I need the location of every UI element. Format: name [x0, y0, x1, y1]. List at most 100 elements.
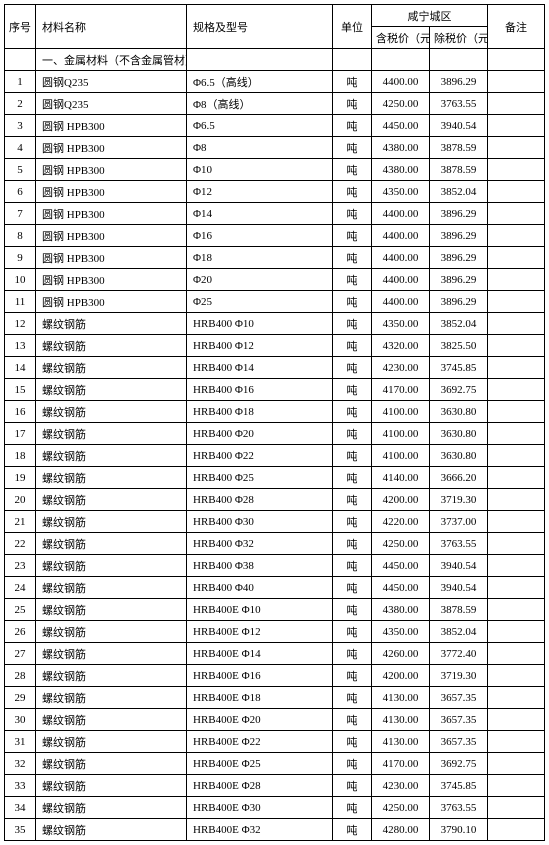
cell-name: 圆钢 HPB300: [36, 247, 187, 269]
cell-price-tax: 4220.00: [372, 511, 430, 533]
cell-price-notax: 3719.30: [430, 489, 488, 511]
table-row: 27螺纹钢筋HRB400E Φ14吨4260.003772.40: [5, 643, 545, 665]
cell-spec: HRB400 Φ16: [187, 379, 333, 401]
table-row: 25螺纹钢筋HRB400E Φ10吨4380.003878.59: [5, 599, 545, 621]
cell-price-notax: 3940.54: [430, 555, 488, 577]
hdr-spec: 规格及型号: [187, 5, 333, 49]
cell-name: 螺纹钢筋: [36, 643, 187, 665]
hdr-unit: 单位: [333, 5, 372, 49]
cell-remark: [488, 203, 545, 225]
cell-price-notax: 3896.29: [430, 247, 488, 269]
cell-unit: 吨: [333, 819, 372, 841]
cell-idx: 25: [5, 599, 36, 621]
cell-price-notax: 3763.55: [430, 533, 488, 555]
table-row: 18螺纹钢筋HRB400 Φ22吨4100.003630.80: [5, 445, 545, 467]
cell-idx: 24: [5, 577, 36, 599]
cell-spec: HRB400E Φ12: [187, 621, 333, 643]
cell-remark: [488, 731, 545, 753]
cell-remark: [488, 291, 545, 313]
cell-idx: 26: [5, 621, 36, 643]
cell-unit: 吨: [333, 709, 372, 731]
cell-name: 螺纹钢筋: [36, 797, 187, 819]
section-row: 一、金属材料（不含金属管材）: [5, 49, 545, 71]
cell-spec: HRB400E Φ10: [187, 599, 333, 621]
cell-spec: HRB400 Φ28: [187, 489, 333, 511]
section-idx: [5, 49, 36, 71]
cell-price-tax: 4250.00: [372, 93, 430, 115]
table-row: 23螺纹钢筋HRB400 Φ38吨4450.003940.54: [5, 555, 545, 577]
cell-remark: [488, 445, 545, 467]
cell-remark: [488, 93, 545, 115]
table-row: 10圆钢 HPB300Φ20吨4400.003896.29: [5, 269, 545, 291]
cell-remark: [488, 533, 545, 555]
cell-price-notax: 3666.20: [430, 467, 488, 489]
cell-idx: 27: [5, 643, 36, 665]
cell-unit: 吨: [333, 511, 372, 533]
cell-remark: [488, 247, 545, 269]
table-row: 17螺纹钢筋HRB400 Φ20吨4100.003630.80: [5, 423, 545, 445]
cell-remark: [488, 775, 545, 797]
table-row: 1圆钢Q235Φ6.5（高线）吨4400.003896.29: [5, 71, 545, 93]
cell-name: 螺纹钢筋: [36, 467, 187, 489]
cell-name: 螺纹钢筋: [36, 555, 187, 577]
cell-name: 螺纹钢筋: [36, 489, 187, 511]
cell-name: 圆钢Q235: [36, 71, 187, 93]
cell-spec: Φ8（高线）: [187, 93, 333, 115]
cell-price-notax: 3763.55: [430, 797, 488, 819]
table-row: 13螺纹钢筋HRB400 Φ12吨4320.003825.50: [5, 335, 545, 357]
cell-unit: 吨: [333, 291, 372, 313]
cell-remark: [488, 709, 545, 731]
cell-unit: 吨: [333, 269, 372, 291]
cell-spec: Φ12: [187, 181, 333, 203]
cell-price-tax: 4130.00: [372, 731, 430, 753]
cell-idx: 14: [5, 357, 36, 379]
cell-idx: 8: [5, 225, 36, 247]
cell-price-tax: 4450.00: [372, 577, 430, 599]
cell-remark: [488, 115, 545, 137]
cell-name: 螺纹钢筋: [36, 335, 187, 357]
cell-remark: [488, 335, 545, 357]
table-row: 20螺纹钢筋HRB400 Φ28吨4200.003719.30: [5, 489, 545, 511]
cell-spec: HRB400E Φ16: [187, 665, 333, 687]
cell-price-tax: 4230.00: [372, 357, 430, 379]
cell-unit: 吨: [333, 115, 372, 137]
table-row: 16螺纹钢筋HRB400 Φ18吨4100.003630.80: [5, 401, 545, 423]
cell-price-tax: 4130.00: [372, 687, 430, 709]
hdr-remark: 备注: [488, 5, 545, 49]
cell-unit: 吨: [333, 467, 372, 489]
cell-name: 圆钢 HPB300: [36, 269, 187, 291]
cell-name: 圆钢 HPB300: [36, 181, 187, 203]
cell-price-notax: 3896.29: [430, 225, 488, 247]
cell-name: 螺纹钢筋: [36, 313, 187, 335]
section-spec: [187, 49, 333, 71]
cell-price-tax: 4400.00: [372, 269, 430, 291]
cell-price-tax: 4200.00: [372, 665, 430, 687]
cell-idx: 2: [5, 93, 36, 115]
cell-price-notax: 3692.75: [430, 753, 488, 775]
cell-price-tax: 4200.00: [372, 489, 430, 511]
cell-price-tax: 4380.00: [372, 137, 430, 159]
cell-idx: 11: [5, 291, 36, 313]
cell-name: 圆钢 HPB300: [36, 225, 187, 247]
cell-price-notax: 3745.85: [430, 357, 488, 379]
table-row: 3圆钢 HPB300Φ6.5吨4450.003940.54: [5, 115, 545, 137]
cell-spec: HRB400 Φ38: [187, 555, 333, 577]
cell-price-notax: 3772.40: [430, 643, 488, 665]
table-header: 序号 材料名称 规格及型号 单位 咸宁城区 备注 含税价（元） 除税价（元）: [5, 5, 545, 49]
cell-price-tax: 4140.00: [372, 467, 430, 489]
cell-idx: 12: [5, 313, 36, 335]
cell-idx: 7: [5, 203, 36, 225]
cell-idx: 13: [5, 335, 36, 357]
cell-idx: 5: [5, 159, 36, 181]
cell-idx: 30: [5, 709, 36, 731]
cell-price-notax: 3630.80: [430, 423, 488, 445]
cell-price-tax: 4260.00: [372, 643, 430, 665]
cell-remark: [488, 401, 545, 423]
cell-price-notax: 3940.54: [430, 577, 488, 599]
cell-price-notax: 3878.59: [430, 137, 488, 159]
cell-remark: [488, 643, 545, 665]
cell-spec: HRB400E Φ32: [187, 819, 333, 841]
cell-idx: 1: [5, 71, 36, 93]
cell-idx: 15: [5, 379, 36, 401]
table-row: 4圆钢 HPB300Φ8吨4380.003878.59: [5, 137, 545, 159]
